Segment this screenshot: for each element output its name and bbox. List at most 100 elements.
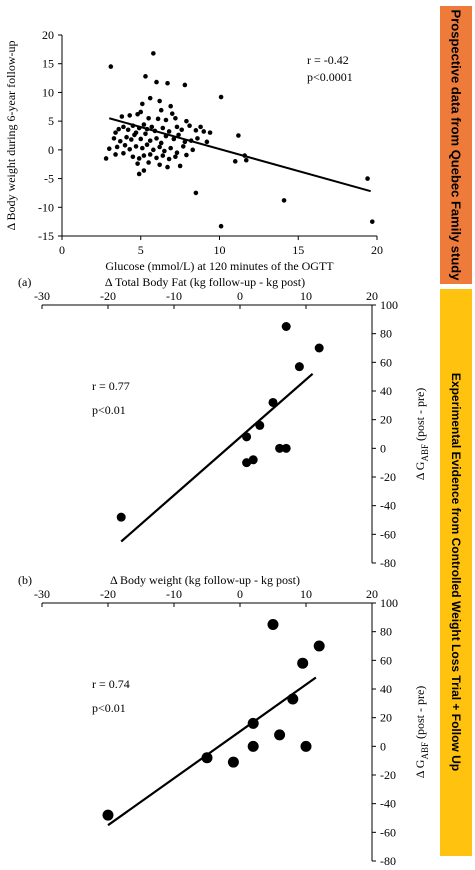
data-point <box>247 717 259 729</box>
data-point <box>227 756 239 768</box>
data-point <box>144 142 150 147</box>
data-point <box>169 111 175 116</box>
chart-panel-a: -30 -20 -10 0 10 20 -80 -60 -40 -20 0 20 40 60 80 100 (a… <box>18 275 430 570</box>
y-tick-label: 60 <box>380 653 392 667</box>
y-tick-label: 80 <box>380 327 392 341</box>
data-point <box>117 138 123 144</box>
data-point <box>138 109 144 115</box>
data-point <box>218 223 224 229</box>
data-point <box>116 512 126 522</box>
y-tick-label: 40 <box>380 384 392 398</box>
x-tick-label: 0 <box>237 289 243 303</box>
y-tick-label: -80 <box>380 854 396 868</box>
y-tick-label: -10 <box>38 200 54 214</box>
p-value-label: p<0.01 <box>92 403 126 417</box>
y-tick-label: 100 <box>380 596 398 610</box>
y-tick-label: -5 <box>44 172 54 186</box>
x-tick-label: -30 <box>34 289 50 303</box>
y-tick-label: 20 <box>380 711 392 725</box>
data-point <box>190 147 196 153</box>
data-point <box>127 146 133 152</box>
data-point <box>281 322 291 331</box>
data-point <box>179 127 184 133</box>
data-point <box>281 198 287 203</box>
y-tick-label: 0 <box>48 143 54 157</box>
y-tick-label: -20 <box>380 768 396 782</box>
data-point <box>160 125 166 131</box>
data-point <box>108 64 114 69</box>
data-point <box>146 160 151 165</box>
data-point <box>247 740 259 752</box>
data-point <box>168 145 173 151</box>
y-tick-label: -20 <box>380 470 396 484</box>
data-point <box>155 116 161 122</box>
data-point <box>297 657 309 669</box>
data-point <box>157 144 162 150</box>
x-tick-label: -20 <box>100 587 116 601</box>
data-point <box>103 156 109 161</box>
data-point <box>287 693 299 705</box>
data-point <box>313 640 325 652</box>
data-point <box>147 152 153 157</box>
x-tick-label: 20 <box>371 243 383 257</box>
data-point <box>187 123 192 129</box>
y-tick-label: -40 <box>380 797 396 811</box>
data-point <box>121 151 126 156</box>
data-point <box>122 142 128 148</box>
data-point <box>143 131 148 137</box>
data-point <box>136 171 142 177</box>
data-point <box>130 154 136 160</box>
y-axis-label-main: Δ G <box>413 759 427 778</box>
data-point <box>201 752 213 764</box>
y-axis-label-tail: (post - pre) <box>413 388 427 444</box>
data-point <box>154 79 159 85</box>
y-tick-label: 100 <box>380 298 398 312</box>
y-tick-label: -60 <box>380 527 396 541</box>
x-axis-label: Δ Total Body Fat (kg follow-up - kg post… <box>105 275 305 289</box>
data-point <box>300 740 312 752</box>
data-point <box>162 148 167 154</box>
y-axis-label-subscript: ABF <box>420 742 430 760</box>
data-point <box>114 144 120 150</box>
x-tick-label: 10 <box>214 243 226 257</box>
data-point <box>281 443 291 453</box>
y-tick-label: 5 <box>48 114 54 128</box>
data-point <box>255 420 265 430</box>
y-axis-label: Δ Body weight during 6-year follow-up <box>4 40 18 230</box>
data-point <box>113 152 118 157</box>
x-tick-label: 10 <box>300 587 312 601</box>
y-axis-label-subscript: ABF <box>420 444 430 462</box>
data-point <box>143 74 148 79</box>
x-tick-label: 20 <box>366 587 378 601</box>
data-point <box>149 124 155 130</box>
data-point <box>106 146 112 152</box>
correlation-label: r = 0.74 <box>92 677 130 691</box>
trend-line <box>120 372 314 543</box>
data-point <box>141 168 147 173</box>
data-point <box>201 129 207 134</box>
data-point <box>365 176 370 181</box>
data-point <box>135 111 140 117</box>
data-point <box>218 94 224 100</box>
x-axis-label: Glucose (mmol/L) at 120 minutes of the O… <box>105 259 334 273</box>
data-point <box>154 136 159 141</box>
data-point <box>236 133 241 138</box>
y-tick-label: 60 <box>380 355 392 369</box>
data-point <box>158 140 164 146</box>
data-point <box>121 124 126 130</box>
data-point <box>102 809 114 821</box>
y-tick-label: 0 <box>380 739 386 753</box>
y-tick-label: -40 <box>380 499 396 513</box>
panel-label: (a) <box>18 275 31 289</box>
data-point <box>294 362 304 372</box>
y-tick-label: 10 <box>42 85 54 99</box>
data-point <box>243 157 249 163</box>
data-point <box>141 122 147 127</box>
data-point <box>267 619 279 630</box>
data-point <box>193 128 199 133</box>
bottom-section-band <box>440 289 472 856</box>
x-tick-label: 20 <box>366 289 378 303</box>
data-point <box>184 118 189 124</box>
data-point <box>274 729 286 741</box>
